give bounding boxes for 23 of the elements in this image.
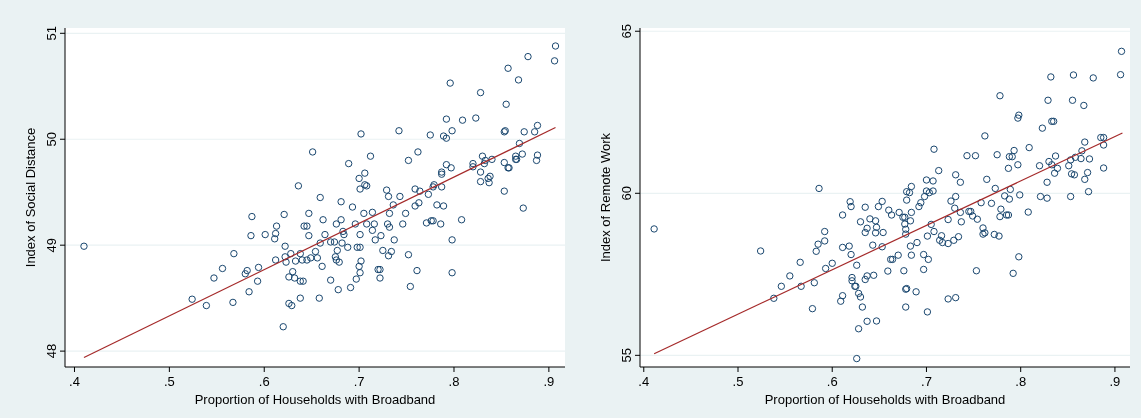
y-tick-label: 48	[44, 343, 59, 359]
x-tick-label: .4	[638, 374, 650, 389]
y-tick-label: 65	[619, 24, 634, 39]
x-axis-title: Proportion of Households with Broadband	[764, 392, 1006, 407]
x-tick-label: .9	[1109, 374, 1121, 389]
x-tick-label: .7	[921, 374, 932, 389]
x-tick-label: .6	[826, 374, 838, 389]
x-tick-label: .7	[353, 374, 365, 389]
x-tick-label: .5	[163, 374, 175, 389]
y-tick-label: 50	[44, 132, 59, 147]
x-tick-label: .5	[732, 374, 744, 389]
y-tick-label: 55	[619, 348, 634, 363]
y-tick-label: 49	[44, 237, 59, 253]
y-tick-label: 60	[619, 186, 634, 201]
y-axis-title: Index of Remote Work	[598, 132, 613, 263]
x-axis-title: Proportion of Households with Broadband	[194, 392, 436, 407]
x-tick-label: .4	[69, 374, 80, 389]
x-tick-label: .6	[258, 374, 270, 389]
x-tick-label: .8	[1015, 374, 1027, 389]
y-tick-label: 51	[44, 26, 59, 41]
x-tick-label: .9	[543, 374, 555, 389]
y-axis-title: Index of Social Distance	[23, 127, 38, 268]
x-tick-label: .8	[448, 374, 460, 389]
